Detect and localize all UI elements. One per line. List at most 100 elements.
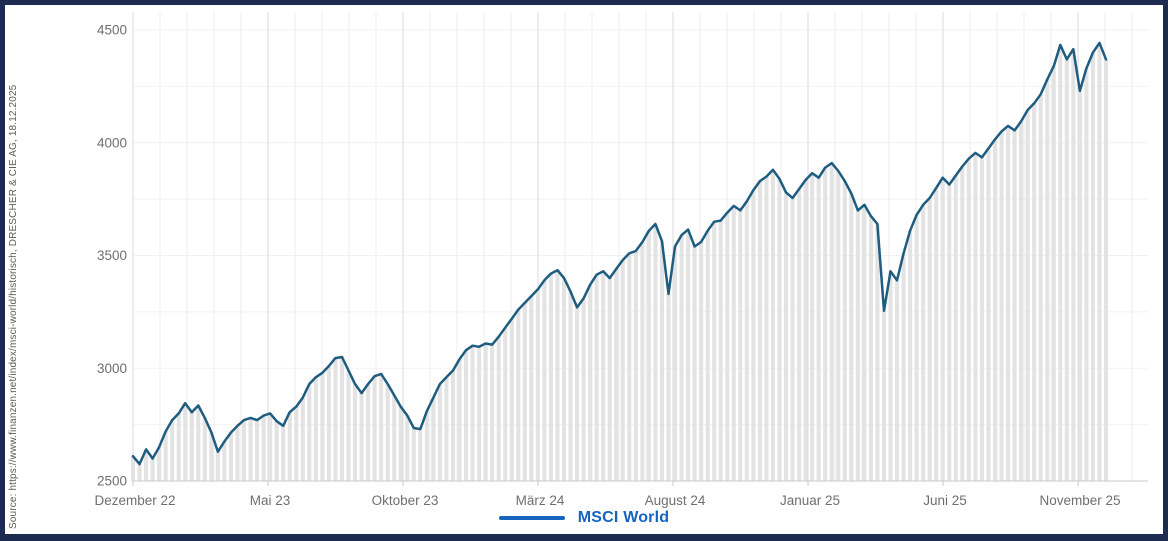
value-bar [921, 204, 926, 482]
value-bar [738, 210, 743, 481]
value-bar [300, 397, 305, 481]
value-bar [241, 420, 247, 481]
value-bar [405, 415, 410, 481]
value-bar [908, 230, 913, 481]
value-bar [1045, 79, 1050, 481]
value-bar [868, 216, 873, 481]
value-bar [490, 344, 495, 481]
value-bar [516, 309, 521, 481]
value-bar [934, 187, 939, 481]
value-bar [686, 229, 691, 481]
value-bar [973, 152, 978, 481]
x-axis-tick-label: März 24 [516, 493, 565, 508]
value-bar [457, 359, 462, 481]
value-bar [947, 184, 952, 481]
value-bar [411, 428, 416, 481]
value-bar [222, 441, 227, 481]
value-bar [326, 366, 331, 481]
y-axis-tick-label: 2500 [97, 474, 127, 489]
msci-world-line-chart: 2500 3000 3500 4000 4500 Dezember 22 Mai 23 Okt… [94, 12, 1148, 508]
value-bar [1058, 44, 1063, 482]
value-bar [568, 291, 573, 481]
value-bar [1084, 68, 1089, 482]
value-bar [757, 181, 762, 481]
value-bar [1071, 49, 1076, 481]
value-bar [914, 214, 919, 481]
value-bar [901, 253, 906, 481]
x-axis-tick-label: November 25 [1039, 493, 1120, 508]
value-bar [731, 205, 736, 481]
value-bar [385, 384, 390, 481]
value-bar [940, 177, 945, 481]
value-bar [777, 178, 782, 481]
value-bar [548, 273, 553, 481]
value-bar [339, 357, 345, 481]
value-bar [352, 384, 358, 481]
value-bar [144, 449, 149, 481]
value-bar [966, 158, 971, 481]
value-bar [261, 415, 266, 481]
value-bar [803, 180, 808, 481]
value-bar [470, 345, 475, 481]
value-bar [588, 284, 593, 481]
value-bar [228, 432, 233, 481]
value-bar [790, 198, 795, 481]
value-bar [672, 246, 678, 481]
x-axis-tick-label: Juni 25 [923, 493, 967, 508]
value-bar [999, 131, 1004, 481]
value-bar [823, 167, 828, 481]
value-bar [248, 417, 253, 481]
value-bar [477, 346, 482, 481]
value-bar [215, 451, 220, 481]
value-bar [463, 350, 469, 481]
value-bar [189, 412, 194, 481]
value-bar [307, 384, 312, 481]
value-bar [555, 270, 560, 481]
value-bar [483, 343, 488, 481]
value-bar [424, 411, 429, 481]
value-bar [953, 175, 958, 481]
y-axis-tick-label: 3500 [97, 248, 127, 263]
value-bar [575, 307, 580, 481]
value-bar [431, 397, 436, 481]
value-bar [829, 163, 834, 481]
value-bar [542, 280, 547, 481]
value-bar [770, 169, 776, 482]
value-bar [1051, 66, 1056, 481]
value-bar [1032, 103, 1037, 482]
value-bar [881, 310, 887, 481]
value-bar [372, 376, 377, 481]
value-bar [810, 173, 815, 481]
value-bar [699, 242, 704, 481]
value-bar [836, 171, 841, 481]
value-bar [418, 429, 423, 481]
y-axis-tick-label: 4500 [97, 23, 127, 38]
value-bar [718, 220, 723, 481]
value-bar [1064, 59, 1069, 482]
value-bar [653, 224, 658, 481]
value-bar [235, 425, 240, 481]
value-bar [783, 192, 789, 481]
value-bar [130, 456, 136, 481]
value-bar [960, 166, 965, 481]
value-bar [150, 458, 155, 481]
legend-label: MSCI World [577, 509, 670, 526]
value-bar [346, 370, 351, 481]
value-bar [1077, 90, 1082, 482]
value-bar [287, 412, 292, 481]
value-bar [496, 336, 501, 481]
value-bar [725, 212, 730, 481]
y-axis-tick-label: 4000 [97, 135, 127, 150]
value-bar [842, 181, 847, 481]
value-bar [157, 447, 162, 481]
value-bar [888, 271, 893, 481]
value-bar [274, 421, 279, 481]
value-bar [1025, 110, 1030, 481]
value-bar [601, 271, 606, 481]
value-bar [640, 242, 645, 481]
value-bar [535, 289, 540, 481]
value-bar [444, 377, 449, 481]
value-bar [176, 413, 181, 481]
y-axis-tick-label: 3000 [97, 361, 127, 376]
value-bar [816, 177, 821, 481]
